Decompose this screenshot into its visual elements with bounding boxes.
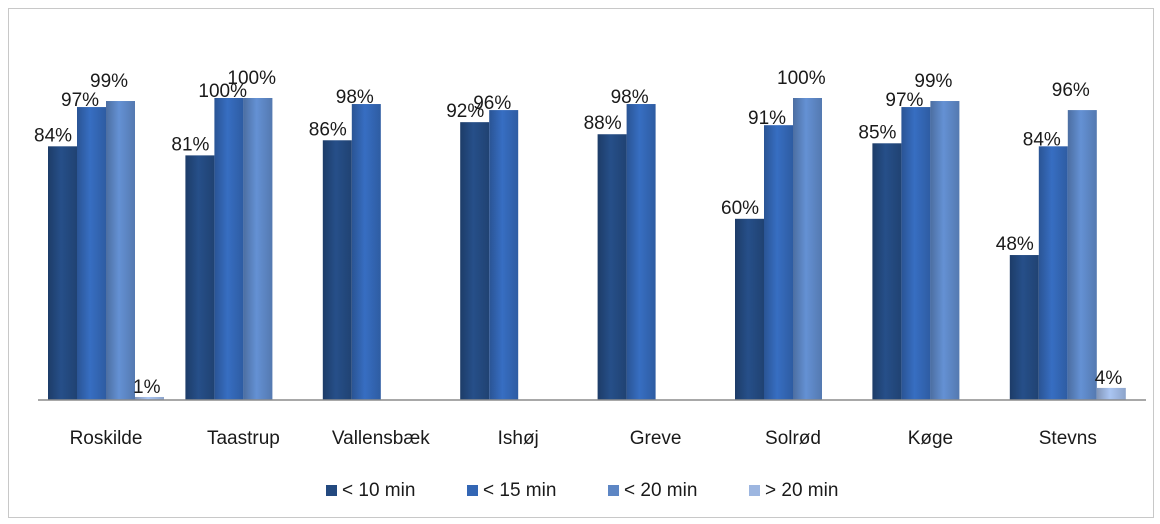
bar-roskilde-s4 xyxy=(135,396,164,400)
legend-label: < 15 min xyxy=(483,480,556,501)
bar-roskilde-s1 xyxy=(48,146,77,400)
bar-solrød-s1 xyxy=(735,218,764,400)
bar-taastrup-s1 xyxy=(185,155,215,400)
value-label: 81% xyxy=(171,134,209,155)
bar-taastrup-s2 xyxy=(214,98,244,400)
bar-stevns-s1 xyxy=(1009,255,1039,400)
legend-label: < 10 min xyxy=(342,480,415,501)
value-label: 92% xyxy=(446,101,484,122)
value-label: 91% xyxy=(748,108,786,129)
value-label: 100% xyxy=(227,68,276,89)
value-label: 96% xyxy=(1052,80,1090,101)
bar-stevns-s2 xyxy=(1038,146,1068,400)
legend-swatch xyxy=(608,485,619,496)
legend-swatch xyxy=(467,485,478,496)
value-label: 98% xyxy=(611,87,649,108)
legend-swatch xyxy=(326,485,337,496)
legend-swatch xyxy=(749,485,760,496)
value-label: 86% xyxy=(309,119,347,140)
bar-solrød-s2 xyxy=(764,125,793,401)
value-label: 98% xyxy=(336,87,374,108)
legend-label: < 20 min xyxy=(624,480,697,501)
value-label: 99% xyxy=(914,71,952,92)
category-label: Ishøj xyxy=(498,428,539,449)
value-label: 97% xyxy=(61,90,99,111)
bar-stevns-s4 xyxy=(1096,387,1126,400)
category-label: Solrød xyxy=(765,428,821,449)
category-labels: Roskilde Taastrup Vallensbæk Ishøj Greve Solr… xyxy=(70,428,1097,449)
value-label: 1% xyxy=(133,377,161,398)
bar-solrød-s3 xyxy=(793,98,822,400)
value-label: 88% xyxy=(584,113,622,134)
value-label: 100% xyxy=(198,81,247,102)
bar-køge-s3 xyxy=(930,101,960,401)
category-label: Taastrup xyxy=(207,428,280,449)
bar-ishøj-s2 xyxy=(489,110,519,400)
value-label: 99% xyxy=(90,71,128,92)
value-label: 84% xyxy=(34,125,72,146)
value-label: 96% xyxy=(473,93,511,114)
bar-greve-s1 xyxy=(597,134,627,401)
category-label: Stevns xyxy=(1039,428,1097,449)
value-label: 4% xyxy=(1095,368,1123,389)
bar-greve-s2 xyxy=(626,104,656,400)
value-label: 85% xyxy=(858,122,896,143)
bar-køge-s2 xyxy=(901,107,931,400)
category-label: Køge xyxy=(908,428,953,449)
bar-vallensbæk-s2 xyxy=(351,104,381,400)
legend: < 10 min < 15 min < 20 min > 20 min xyxy=(326,480,838,501)
bar-roskilde-s3 xyxy=(106,101,135,401)
value-label: 100% xyxy=(777,68,826,89)
category-label: Vallensbæk xyxy=(332,428,430,449)
bars-layer xyxy=(48,98,1126,401)
value-labels: 84%97%99%1%81%100%100%86%98%92%96%88%98%… xyxy=(34,68,1122,398)
bar-køge-s1 xyxy=(872,143,902,401)
value-label: 60% xyxy=(721,198,759,219)
bar-vallensbæk-s1 xyxy=(322,140,352,400)
bar-stevns-s3 xyxy=(1067,110,1097,400)
legend-label: > 20 min xyxy=(765,480,838,501)
value-label: 48% xyxy=(996,234,1034,255)
category-label: Roskilde xyxy=(70,428,143,449)
value-label: 97% xyxy=(885,90,923,111)
bar-taastrup-s3 xyxy=(243,98,273,400)
bar-ishøj-s1 xyxy=(460,122,490,400)
category-label: Greve xyxy=(630,428,682,449)
bar-roskilde-s2 xyxy=(77,107,106,400)
value-label: 84% xyxy=(1023,129,1061,150)
